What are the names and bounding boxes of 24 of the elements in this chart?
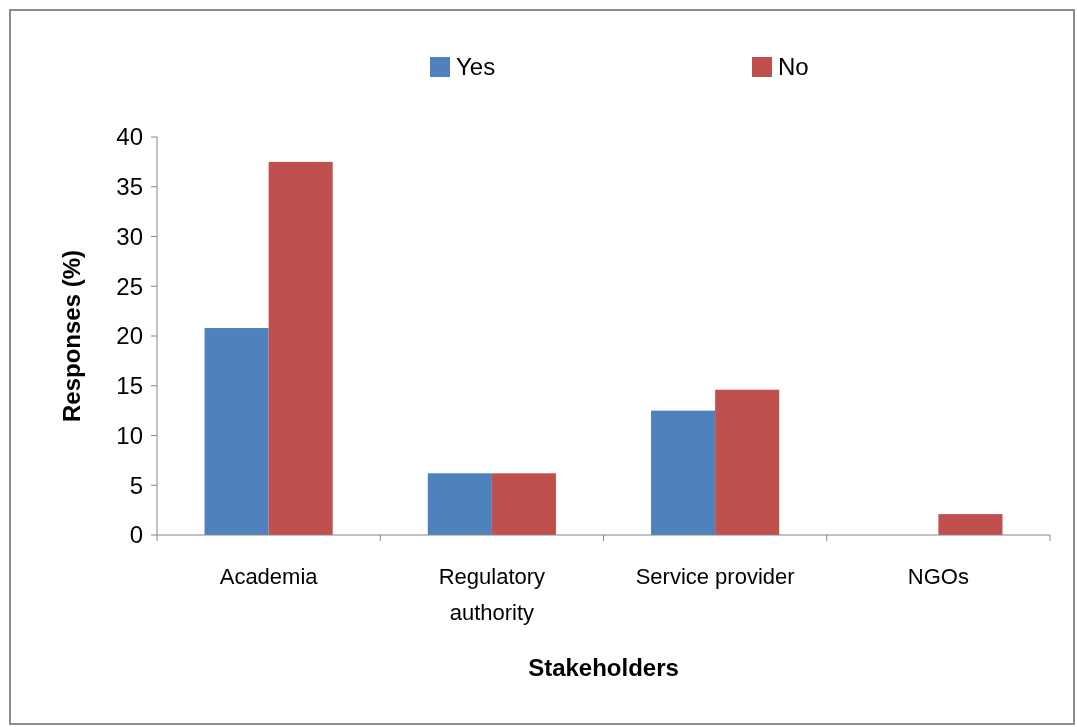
bar — [651, 410, 716, 535]
y-tick-label: 25 — [116, 272, 143, 300]
x-tick-label: NGOs — [907, 564, 969, 589]
y-tick-label: 5 — [129, 471, 143, 499]
legend-label: No — [778, 53, 809, 81]
bar — [427, 473, 492, 535]
bar — [715, 389, 780, 535]
bar — [491, 473, 556, 535]
y-tick-label: 30 — [116, 222, 143, 250]
legend-label: Yes — [456, 53, 496, 81]
bar — [204, 328, 269, 535]
y-tick-label: 0 — [129, 521, 143, 549]
y-tick-label: 15 — [116, 372, 143, 400]
y-tick-label: 10 — [116, 421, 143, 449]
y-tick-label: 40 — [116, 123, 143, 151]
x-tick-label: Service provider — [635, 564, 795, 589]
x-tick-label: Academia — [219, 564, 319, 589]
y-axis-title: Responses (%) — [58, 249, 85, 423]
y-tick-label: 20 — [116, 322, 143, 350]
y-tick-label: 35 — [116, 173, 143, 201]
bar — [938, 514, 1003, 535]
bar — [268, 161, 333, 535]
x-axis-title: Stakeholders — [528, 654, 679, 681]
x-tick-label: Regulatory authority — [438, 564, 546, 625]
